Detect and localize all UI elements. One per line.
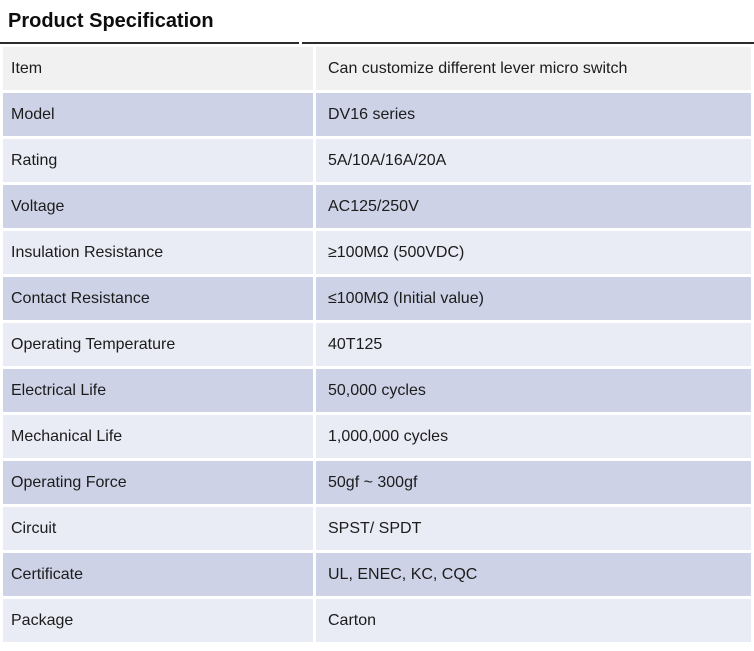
spec-label-cell: Rating <box>3 139 313 182</box>
spec-row: Package Carton <box>3 599 751 642</box>
spec-row: Voltage AC125/250V <box>3 185 751 228</box>
spec-value-cell: DV16 series <box>316 93 751 136</box>
spec-label-cell: Voltage <box>3 185 313 228</box>
spec-label-cell: Certificate <box>3 553 313 596</box>
spec-row: Operating Temperature 40T125 <box>3 323 751 366</box>
page-title: Product Specification <box>8 10 214 32</box>
spec-value-cell: 50gf ~ 300gf <box>316 461 751 504</box>
spec-value-cell: 50,000 cycles <box>316 369 751 412</box>
spec-value-cell: Can customize different lever micro swit… <box>316 47 751 90</box>
spec-row: Item Can customize different lever micro … <box>3 47 751 90</box>
spec-row: Contact Resistance ≤100MΩ (Initial value) <box>3 277 751 320</box>
spec-value-cell: ≤100MΩ (Initial value) <box>316 277 751 320</box>
spec-label-cell: Electrical Life <box>3 369 313 412</box>
spec-row: Circuit SPST/ SPDT <box>3 507 751 550</box>
spec-row: Model DV16 series <box>3 93 751 136</box>
spec-table: Item Can customize different lever micro … <box>0 44 754 645</box>
spec-label-cell: Operating Force <box>3 461 313 504</box>
spec-value-cell: ≥100MΩ (500VDC) <box>316 231 751 274</box>
spec-row: Insulation Resistance ≥100MΩ (500VDC) <box>3 231 751 274</box>
spec-value-cell: SPST/ SPDT <box>316 507 751 550</box>
spec-label-cell: Package <box>3 599 313 642</box>
spec-row: Operating Force 50gf ~ 300gf <box>3 461 751 504</box>
spec-label-cell: Item <box>3 47 313 90</box>
spec-label-cell: Mechanical Life <box>3 415 313 458</box>
spec-value-cell: AC125/250V <box>316 185 751 228</box>
spec-value-cell: UL, ENEC, KC, CQC <box>316 553 751 596</box>
spec-label-cell: Contact Resistance <box>3 277 313 320</box>
spec-label-cell: Circuit <box>3 507 313 550</box>
spec-row: Certificate UL, ENEC, KC, CQC <box>3 553 751 596</box>
product-spec-page: Product Specification Item Can customize … <box>0 7 754 645</box>
spec-value-cell: 5A/10A/16A/20A <box>316 139 751 182</box>
spec-row: Mechanical Life 1,000,000 cycles <box>3 415 751 458</box>
spec-row: Rating 5A/10A/16A/20A <box>3 139 751 182</box>
table-top-rule <box>0 42 754 44</box>
column-divider-notch <box>299 42 302 44</box>
spec-table-body: Item Can customize different lever micro … <box>3 47 751 642</box>
spec-label-cell: Insulation Resistance <box>3 231 313 274</box>
spec-value-cell: Carton <box>316 599 751 642</box>
spec-label-cell: Model <box>3 93 313 136</box>
spec-row: Electrical Life 50,000 cycles <box>3 369 751 412</box>
spec-value-cell: 1,000,000 cycles <box>316 415 751 458</box>
spec-value-cell: 40T125 <box>316 323 751 366</box>
spec-label-cell: Operating Temperature <box>3 323 313 366</box>
